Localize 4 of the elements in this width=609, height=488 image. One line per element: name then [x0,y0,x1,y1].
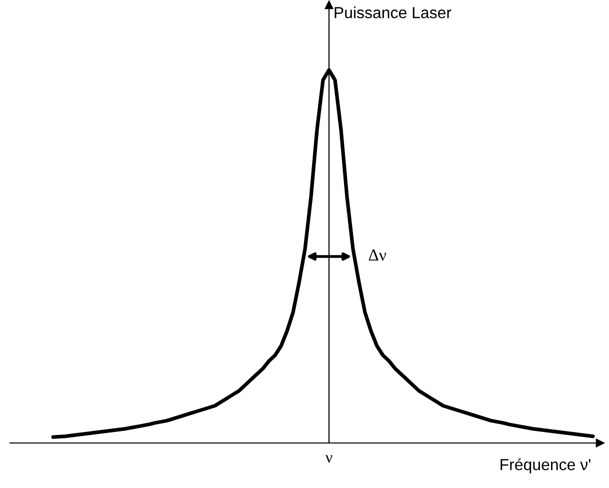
x-axis-title: Fréquence ν' [500,458,590,474]
annotation: Δν [368,250,386,261]
text: ν [325,455,332,463]
y-axis-title: Puissance Laser [334,6,452,18]
